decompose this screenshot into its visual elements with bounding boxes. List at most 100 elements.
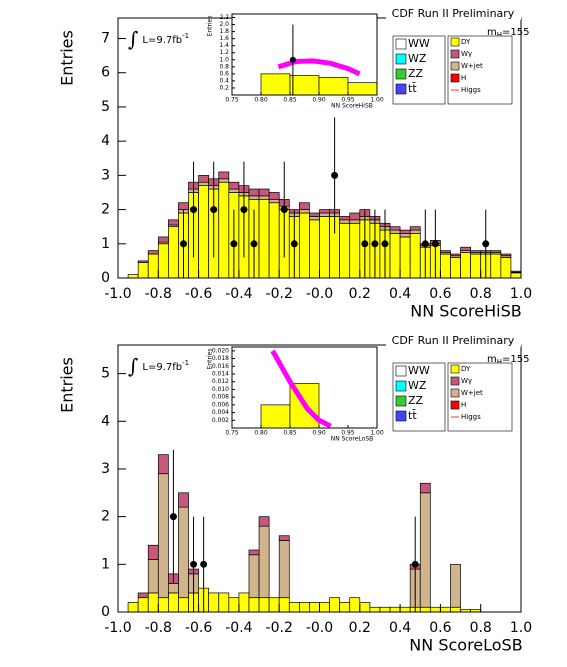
y-tick-label: 0.012: [212, 378, 229, 385]
bar: [218, 171, 230, 180]
legend-swatch: [395, 83, 407, 95]
legend-label: W+jet: [461, 389, 483, 397]
bar: [147, 592, 159, 613]
x-tick-label: -0.8: [145, 286, 172, 302]
legend-label: DY: [461, 365, 471, 373]
bar: [349, 597, 361, 613]
bar: [278, 535, 290, 541]
y-tick-label: 1: [101, 236, 110, 252]
legend-label: WW: [408, 37, 430, 50]
bar: [208, 592, 220, 613]
legend-label: H: [461, 74, 466, 82]
bar: [228, 181, 240, 190]
bar: [450, 253, 461, 257]
bar: [339, 602, 351, 613]
data-point: [331, 171, 339, 179]
data-point: [169, 513, 177, 521]
bar: [268, 597, 280, 613]
bar: [198, 175, 210, 183]
bar: [288, 602, 300, 613]
x-tick-label: -1.0: [104, 286, 131, 302]
bar: [238, 592, 250, 613]
title-box: [386, 333, 521, 347]
bar: [309, 212, 320, 217]
bar: [157, 454, 169, 475]
bar: [349, 212, 361, 221]
bar: [419, 482, 431, 494]
mass-sub: H: [497, 31, 502, 39]
legend-swatch: [395, 53, 407, 65]
y-tick-label: 2: [101, 509, 110, 525]
legend-label: Higgs: [461, 413, 481, 421]
lumi-text: L=9.7fb: [142, 362, 182, 373]
bar: [178, 202, 189, 210]
bar: [168, 226, 179, 279]
bar: [510, 272, 522, 279]
bar: [258, 188, 270, 197]
legend-label: WW: [408, 364, 430, 377]
x-tick-label: 0.90: [312, 97, 326, 104]
bar: [319, 216, 330, 279]
y-tick-label: 0.8: [219, 63, 229, 70]
bar: [147, 250, 159, 255]
y-tick-label: 2: [101, 202, 110, 218]
bar: [147, 544, 159, 560]
bar: [178, 492, 189, 508]
x-tick-label: 0.8: [470, 620, 492, 636]
y-tick-label: 3: [101, 461, 110, 477]
legend-swatch: [450, 388, 460, 398]
bar: [349, 219, 361, 224]
bar: [127, 274, 139, 279]
mass-label: mH=155: [487, 354, 529, 366]
y-tick-label: 3: [101, 167, 110, 183]
legend-swatch: [450, 73, 460, 83]
y-tick-label: 5: [101, 99, 110, 115]
x-tick-label: 0.80: [254, 97, 268, 104]
legend-label: Wγ: [461, 377, 472, 385]
x-tick-label: 0.4: [389, 620, 411, 636]
bar: [399, 229, 411, 234]
x-tick-label: 0.4: [389, 286, 411, 302]
bar: [470, 250, 482, 253]
x-axis-label: NN ScoreHiSB: [410, 302, 521, 321]
bar: [399, 233, 411, 238]
lumi-sup: -1: [182, 359, 189, 367]
bar: [248, 195, 260, 200]
bar: [409, 229, 421, 234]
mass-rest: =155: [502, 354, 529, 365]
bar: [299, 602, 310, 613]
x-tick-label: 0.8: [470, 286, 492, 302]
x-tick-label: 0.75: [225, 430, 239, 437]
bar: [137, 260, 149, 263]
bar: [490, 250, 502, 253]
integral-sign: ∫: [128, 27, 138, 51]
y-tick-label: 0: [101, 270, 110, 286]
chart-title: CDF Run II Preliminary: [392, 7, 515, 20]
bar: [258, 195, 270, 200]
bar: [258, 597, 270, 613]
legend-swatch: [450, 376, 460, 386]
data-point: [421, 240, 429, 248]
bar: [278, 597, 290, 613]
bar: [440, 250, 451, 253]
data-point: [431, 240, 439, 248]
y-tick-label: 1.2: [219, 49, 229, 56]
bar: [268, 202, 280, 279]
bar: [299, 209, 310, 214]
y-tick-label: 1.0: [219, 56, 229, 63]
bar: [440, 253, 451, 279]
y-tick-label: 5: [101, 366, 110, 382]
bar: [309, 602, 320, 613]
x-tick-label: 0.75: [225, 97, 239, 104]
bar: [347, 82, 378, 96]
bar: [260, 73, 291, 96]
data-point: [371, 240, 379, 248]
legend-label: H: [461, 401, 466, 409]
y-tick-label: 0.016: [212, 363, 229, 370]
data-point: [179, 240, 187, 248]
y-tick-label: 1.6: [219, 35, 229, 42]
x-tick-label: -0.8: [145, 620, 172, 636]
bar: [510, 270, 522, 273]
bar: [268, 198, 280, 204]
